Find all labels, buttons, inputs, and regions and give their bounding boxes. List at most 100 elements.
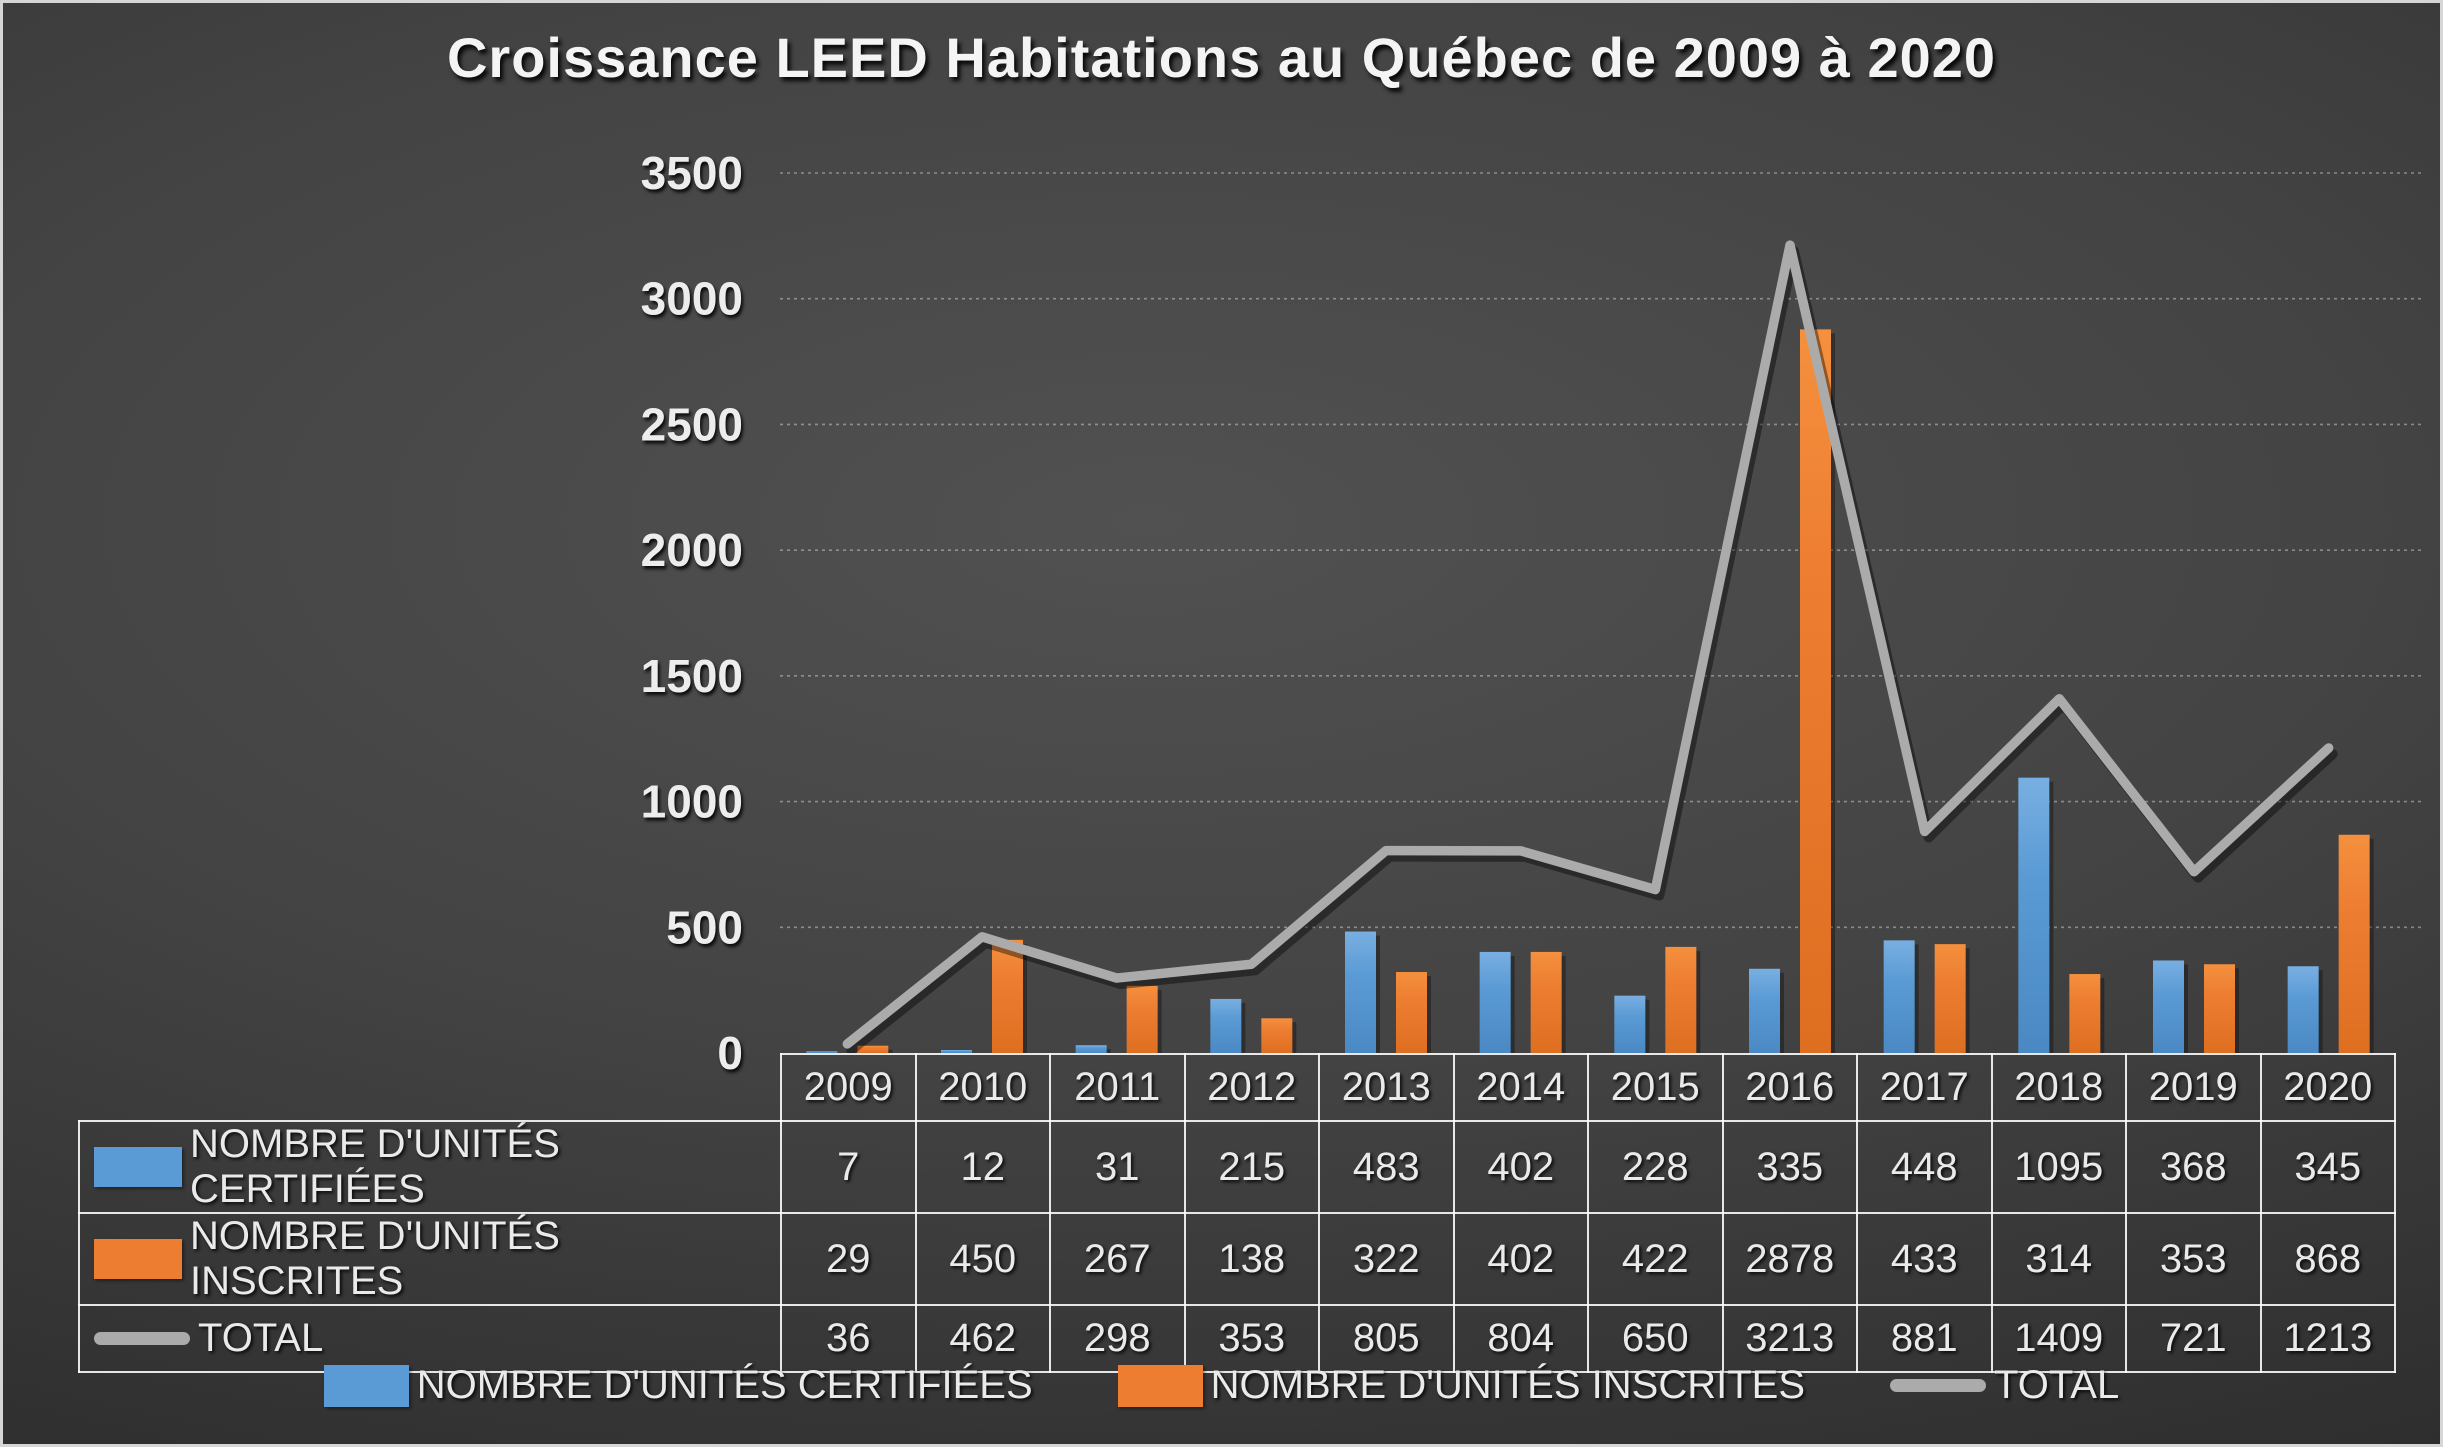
cell-total-2010: 462 <box>914 1304 1051 1373</box>
cell-total-2019: 721 <box>2125 1304 2262 1373</box>
bar-certifiees-2015 <box>1614 995 1646 1053</box>
year-header-2012: 2012 <box>1183 1053 1320 1122</box>
cell-total-2017: 881 <box>1856 1304 1993 1373</box>
total-line <box>842 240 2334 1049</box>
cell-inscrites-2015: 422 <box>1587 1212 1724 1306</box>
row-label-certifiees: NOMBRE D'UNITÉS CERTIFIÉES <box>78 1120 782 1214</box>
series-name-certifiees: NOMBRE D'UNITÉS CERTIFIÉES <box>190 1122 560 1211</box>
bar-inscrites-2010 <box>992 939 1023 1053</box>
series-swatch-inscrites-icon <box>94 1239 182 1279</box>
cell-inscrites-2014: 402 <box>1452 1212 1589 1306</box>
cell-total-2018: 1409 <box>1990 1304 2127 1373</box>
bar-certifiees-2014 <box>1479 951 1511 1053</box>
row-label-total: TOTAL <box>78 1304 782 1373</box>
y-axis-label-1000: 1000 <box>641 776 743 828</box>
cell-inscrites-2012: 138 <box>1183 1212 1320 1306</box>
bar-certifiees-2012 <box>1210 998 1242 1053</box>
y-axis-label-1500: 1500 <box>641 650 743 702</box>
cell-certifiees-2017: 448 <box>1856 1120 1993 1214</box>
chart-data-table: 2009 2010 2011 2012 2013 2014 2015 2016 2017 2018… <box>78 1053 2396 1373</box>
cell-total-2016: 3213 <box>1721 1304 1858 1373</box>
bar-certifiees-2010 <box>941 1049 972 1053</box>
legend-label-total: TOTAL <box>1994 1363 2120 1407</box>
bar-inscrites-2018 <box>2069 974 2101 1053</box>
bar-inscrites-2009 <box>857 1045 889 1053</box>
cell-total-2020: 1213 <box>2259 1304 2396 1373</box>
cell-inscrites-2017: 433 <box>1856 1212 1993 1306</box>
bar-inscrites-2013 <box>1396 972 1427 1053</box>
legend-swatch-inscrites-icon <box>1117 1364 1203 1407</box>
table-row-total: TOTAL 36 462 298 353 805 804 650 3213 881 1409 721 1… <box>78 1304 2396 1373</box>
cell-certifiees-2012: 215 <box>1183 1120 1320 1214</box>
year-header-2014: 2014 <box>1452 1053 1589 1122</box>
bar-certifiees-2016 <box>1749 968 1780 1053</box>
cell-certifiees-2014: 402 <box>1452 1120 1589 1214</box>
year-header-2013: 2013 <box>1318 1053 1455 1122</box>
legend-item-certifiees: NOMBRE D'UNITÉS CERTIFIÉES <box>323 1363 1033 1408</box>
y-axis-label-3500: 3500 <box>641 147 743 199</box>
year-header-2018: 2018 <box>1990 1053 2127 1122</box>
total-line-shadow <box>846 246 2338 1055</box>
legend-item-total: TOTAL <box>1890 1363 2119 1408</box>
y-axis-label-2000: 2000 <box>641 524 743 576</box>
legend-label-inscrites: NOMBRE D'UNITÉS INSCRITES <box>1210 1363 1805 1407</box>
year-header-2020: 2020 <box>2259 1053 2396 1122</box>
cell-inscrites-2016: 2878 <box>1721 1212 1858 1306</box>
year-header-2009: 2009 <box>780 1053 917 1122</box>
cell-certifiees-2011: 31 <box>1049 1120 1186 1214</box>
bar-inscrites-2014 <box>1530 951 1562 1053</box>
y-axis-label-0: 0 <box>717 1027 743 1079</box>
bar-inscrites-2012 <box>1261 1018 1293 1053</box>
cell-inscrites-2013: 322 <box>1318 1212 1455 1306</box>
legend-swatch-total-icon <box>1890 1379 1986 1392</box>
cell-certifiees-2016: 335 <box>1721 1120 1858 1214</box>
legend-swatch-certifiees-icon <box>323 1364 409 1407</box>
table-year-header-row: 2009 2010 2011 2012 2013 2014 2015 2016 2017 2018… <box>79 1053 2396 1122</box>
cell-total-2009: 36 <box>780 1304 917 1373</box>
cell-certifiees-2019: 368 <box>2125 1120 2262 1214</box>
cell-certifiees-2015: 228 <box>1587 1120 1724 1214</box>
bar-inscrites-2020 <box>2338 834 2370 1053</box>
bar-certifiees-2019 <box>2153 960 2184 1053</box>
bar-inscrites-2015 <box>1665 946 1697 1053</box>
cell-certifiees-2018: 1095 <box>1990 1120 2127 1214</box>
cell-total-2012: 353 <box>1183 1304 1320 1373</box>
cell-total-2011: 298 <box>1049 1304 1186 1373</box>
cell-total-2015: 650 <box>1587 1304 1724 1373</box>
bar-certifiees-2011 <box>1075 1045 1107 1053</box>
cell-total-2013: 805 <box>1318 1304 1455 1373</box>
cell-inscrites-2010: 450 <box>914 1212 1051 1306</box>
legend-label-certifiees: NOMBRE D'UNITÉS CERTIFIÉES <box>416 1363 1033 1407</box>
bar-certifiees-2017 <box>1883 940 1915 1053</box>
cell-certifiees-2020: 345 <box>2259 1120 2396 1214</box>
legend-item-inscrites: NOMBRE D'UNITÉS INSCRITES <box>1117 1363 1805 1408</box>
year-header-2017: 2017 <box>1856 1053 1993 1122</box>
bar-inscrites-2019 <box>2204 964 2235 1053</box>
row-label-inscrites: NOMBRE D'UNITÉS INSCRITES <box>78 1212 782 1306</box>
year-header-2016: 2016 <box>1721 1053 1858 1122</box>
cell-inscrites-2018: 314 <box>1990 1212 2127 1306</box>
series-swatch-total-icon <box>94 1332 190 1345</box>
cell-inscrites-2019: 353 <box>2125 1212 2262 1306</box>
chart-title: Croissance LEED Habitations au Québec de… <box>446 26 1997 89</box>
cell-inscrites-2011: 267 <box>1049 1212 1186 1306</box>
table-row-inscrites: NOMBRE D'UNITÉS INSCRITES 29 450 267 138 322 4… <box>78 1212 2396 1306</box>
bar-inscrites-2017 <box>1934 944 1966 1053</box>
series-name-total: TOTAL <box>198 1316 324 1360</box>
bar-certifiees-2009 <box>806 1051 838 1053</box>
year-header-2019: 2019 <box>2125 1053 2262 1122</box>
cell-total-2014: 804 <box>1452 1304 1589 1373</box>
year-header-2011: 2011 <box>1049 1053 1186 1122</box>
cell-certifiees-2013: 483 <box>1318 1120 1455 1214</box>
cell-inscrites-2020: 868 <box>2259 1212 2396 1306</box>
plot-area: 0 500 1000 1500 2000 2500 3000 3500 <box>641 147 2423 1079</box>
chart-legend: NOMBRE D'UNITÉS CERTIFIÉES NOMBRE D'UNITÉ… <box>3 1363 2440 1408</box>
year-header-2015: 2015 <box>1587 1053 1724 1122</box>
table-corner-spacer <box>79 1054 781 1121</box>
series-name-inscrites: NOMBRE D'UNITÉS INSCRITES <box>190 1214 560 1303</box>
y-axis-label-2500: 2500 <box>641 398 743 450</box>
bar-inscrites-2011 <box>1126 985 1158 1053</box>
series-swatch-certifiees-icon <box>94 1147 182 1187</box>
y-axis-label-500: 500 <box>666 901 743 953</box>
